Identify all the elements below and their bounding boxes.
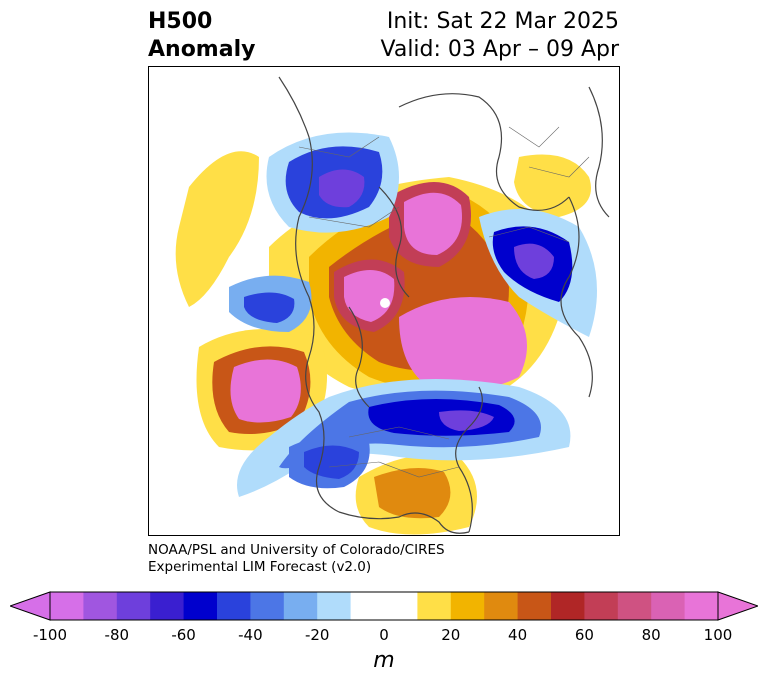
map-title: H500 Anomaly [148,8,255,64]
colorbar-swatch [417,592,452,620]
init-date: Init: Sat 22 Mar 2025 [386,9,619,34]
colorbar-tick-labels: -100 -80 -60 -40 -20 0 20 40 60 80 100 [0,626,768,646]
title-line-1: H500 [148,9,213,34]
contour-neg-atlantic-center [439,410,494,431]
colorbar-swatch [551,592,585,620]
title-line-2: Anomaly [148,37,256,62]
colorbar-swatch [183,592,218,620]
colorbar-swatch [384,592,418,620]
contour-pos-pacific-inner [230,359,301,423]
north-pole-marker [380,298,390,308]
anomaly-map [171,76,612,535]
colorbar-swatch [684,592,719,620]
colorbar-swatch [617,592,652,620]
map-panel [148,66,620,536]
colorbar-units: m [373,648,395,673]
credit: NOAA/PSL and University of Colorado/CIRE… [148,542,445,576]
contour-neg-kamchatka-center [244,292,295,323]
colorbar-swatch [350,592,385,620]
colorbar-tick-label: -60 [171,626,196,644]
colorbar-swatch [150,592,185,620]
credit-line-2: Experimental LIM Forecast (v2.0) [148,559,372,575]
colorbar-tick-label: 40 [508,626,528,644]
colorbar-swatch [83,592,118,620]
colorbar-tick-label: 80 [641,626,661,644]
colorbar-arrow-max [717,591,758,621]
colorbar-tick-label: -100 [32,626,68,644]
contour-pos-europe-outer [514,154,591,217]
colorbar-tick-label: 0 [379,626,389,644]
colorbar-swatch [317,592,352,620]
colorbar-tick-label: 20 [441,626,461,644]
colorbar-swatch [651,592,686,620]
contour-pos-pole-center [344,269,395,322]
colorbar-tick-label: -80 [104,626,130,644]
coastlines [278,76,610,534]
forecast-dates: Init: Sat 22 Mar 2025 Valid: 03 Apr – 09… [381,8,620,64]
valid-date: Valid: 03 Apr – 09 Apr [380,37,620,62]
colorbar [10,591,758,621]
contour-neg-siberia-center [319,169,365,208]
colorbar-tick-label: -20 [304,626,330,644]
colorbar-swatch [450,592,485,620]
colorbar-swatch [584,592,619,620]
colorbar-swatch [50,592,84,620]
colorbar-swatch [283,592,318,620]
contour-pos-atlantic-center [399,297,527,391]
colorbar-frame [49,591,719,621]
colorbar-tick-label: -40 [238,626,263,644]
colorbar-swatch [517,592,552,620]
colorbar-swatch [217,592,251,620]
colorbar-swatch [484,592,519,620]
colorbar-tick-label: 60 [574,626,594,644]
contour-neg-europe-center [514,243,554,279]
country-borders [298,126,590,478]
contour-pos-greenland-center [404,192,462,255]
colorbar-swatch [250,592,285,620]
colorbar-swatch [116,592,151,620]
credit-line-1: NOAA/PSL and University of Colorado/CIRE… [148,542,445,558]
contour-pos-southeast-inner [374,468,451,519]
contour-pos-eastasia-outer [175,151,259,307]
colorbar-tick-label: 100 [703,626,733,644]
colorbar-arrow-min [10,591,51,621]
